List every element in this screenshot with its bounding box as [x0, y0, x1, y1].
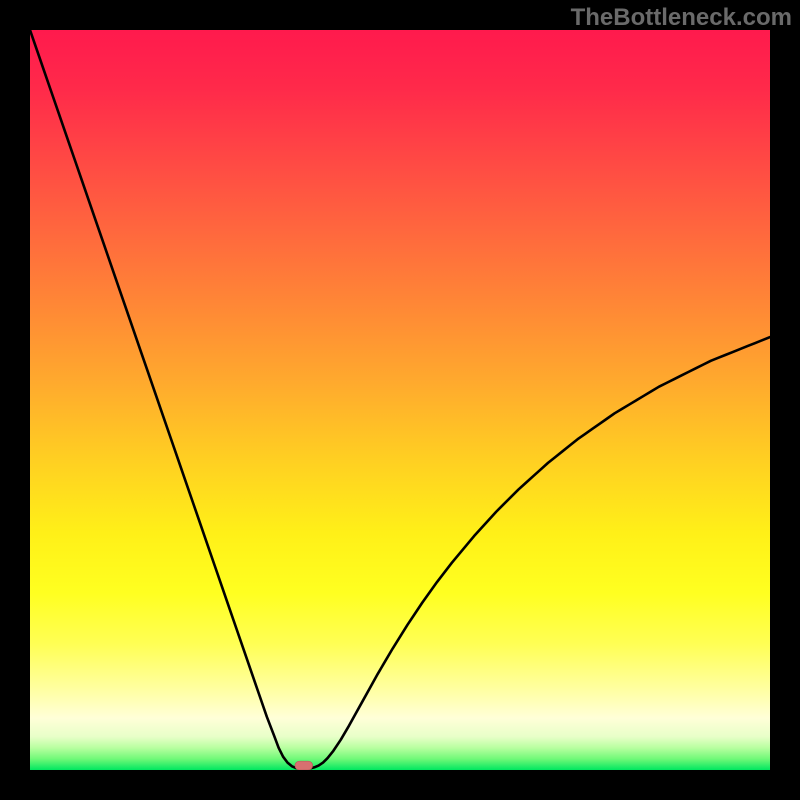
watermark-text: TheBottleneck.com [571, 4, 792, 32]
curve-marker [295, 761, 313, 770]
bottleneck-chart [30, 30, 770, 770]
gradient-background [30, 30, 770, 770]
